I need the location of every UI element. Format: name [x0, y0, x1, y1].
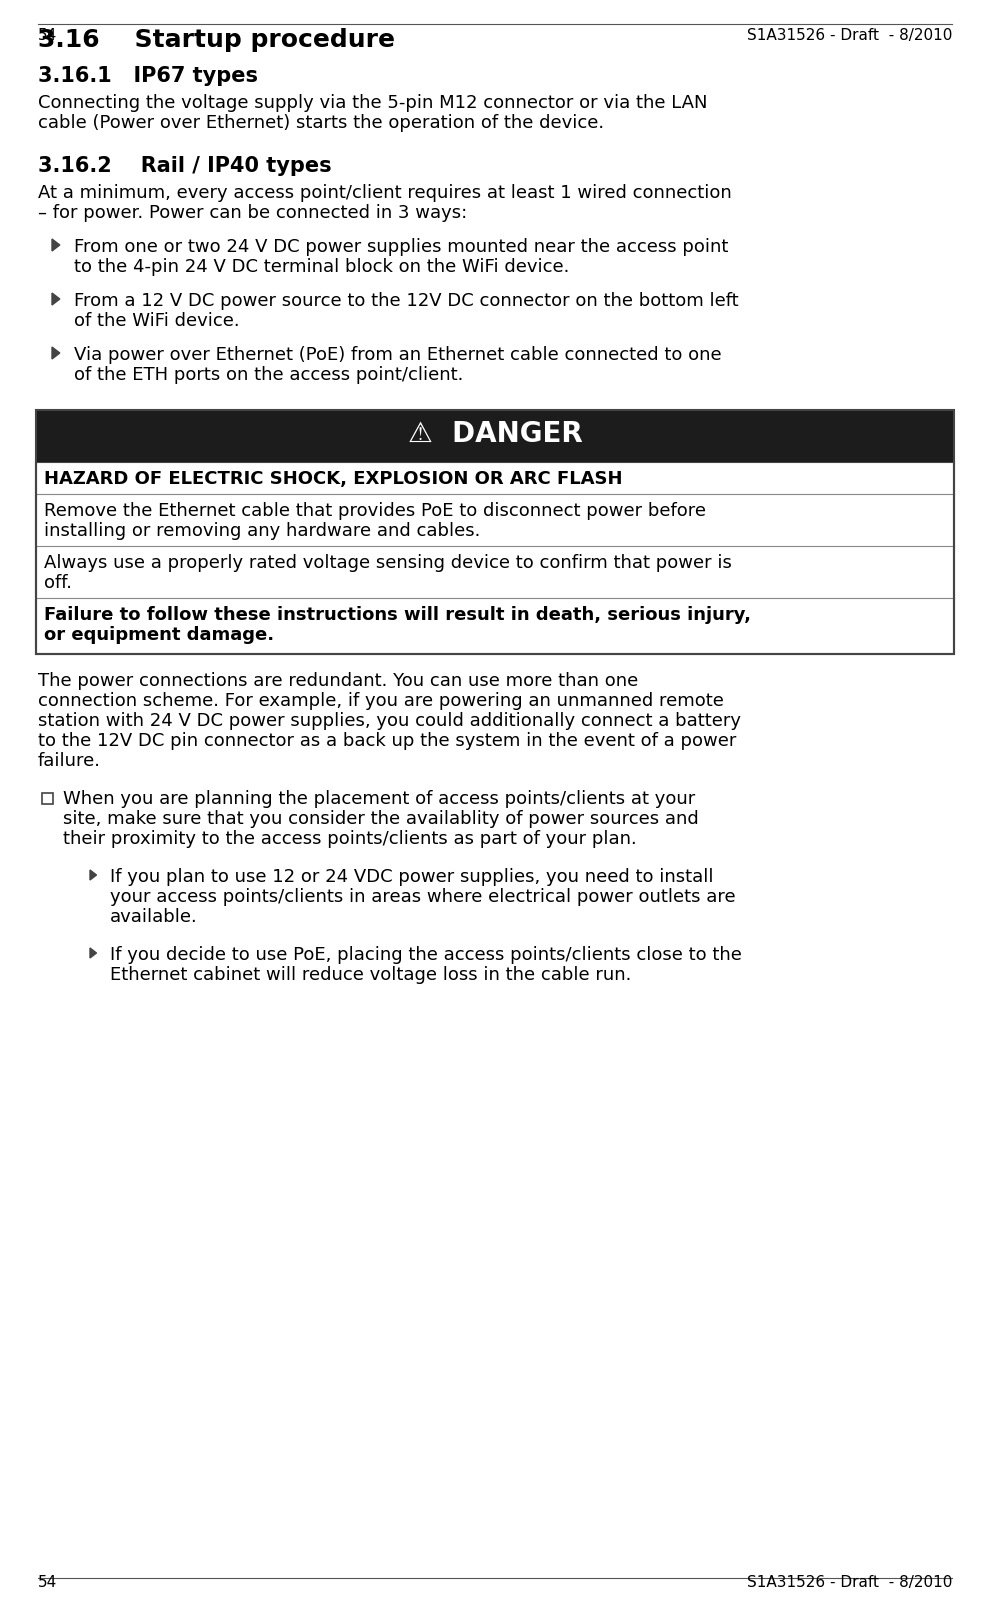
Text: If you plan to use 12 or 24 VDC power supplies, you need to install: If you plan to use 12 or 24 VDC power su… [110, 868, 714, 886]
Text: ⚠  DANGER: ⚠ DANGER [407, 420, 583, 449]
Text: HAZARD OF ELECTRIC SHOCK, EXPLOSION OR ARC FLASH: HAZARD OF ELECTRIC SHOCK, EXPLOSION OR A… [44, 470, 622, 488]
Polygon shape [52, 347, 60, 360]
Text: Remove the Ethernet cable that provides PoE to disconnect power before: Remove the Ethernet cable that provides … [44, 502, 706, 520]
Text: From one or two 24 V DC power supplies mounted near the access point: From one or two 24 V DC power supplies m… [74, 238, 729, 256]
Text: off.: off. [44, 573, 72, 591]
Text: your access points/clients in areas where electrical power outlets are: your access points/clients in areas wher… [110, 888, 736, 906]
Text: or equipment damage.: or equipment damage. [44, 625, 274, 645]
Polygon shape [90, 948, 97, 957]
Text: station with 24 V DC power supplies, you could additionally connect a battery: station with 24 V DC power supplies, you… [38, 713, 741, 731]
Text: 54: 54 [38, 1575, 57, 1589]
Text: 3.16.2    Rail / IP40 types: 3.16.2 Rail / IP40 types [38, 156, 331, 177]
FancyBboxPatch shape [36, 410, 954, 462]
Text: 3.16.1   IP67 types: 3.16.1 IP67 types [38, 66, 258, 86]
Polygon shape [90, 870, 97, 880]
Text: At a minimum, every access point/client requires at least 1 wired connection: At a minimum, every access point/client … [38, 185, 732, 202]
Text: available.: available. [110, 907, 198, 927]
Text: S1A31526 - Draft  - 8/2010: S1A31526 - Draft - 8/2010 [746, 28, 952, 44]
FancyBboxPatch shape [42, 794, 53, 804]
Text: Failure to follow these instructions will result in death, serious injury,: Failure to follow these instructions wil… [44, 606, 751, 624]
Text: Ethernet cabinet will reduce voltage loss in the cable run.: Ethernet cabinet will reduce voltage los… [110, 966, 631, 983]
Text: – for power. Power can be connected in 3 ways:: – for power. Power can be connected in 3… [38, 204, 467, 222]
Text: to the 4-pin 24 V DC terminal block on the WiFi device.: to the 4-pin 24 V DC terminal block on t… [74, 258, 569, 275]
Text: When you are planning the placement of access points/clients at your: When you are planning the placement of a… [63, 791, 695, 808]
Text: connection scheme. For example, if you are powering an unmanned remote: connection scheme. For example, if you a… [38, 692, 724, 710]
Text: The power connections are redundant. You can use more than one: The power connections are redundant. You… [38, 672, 638, 690]
Text: If you decide to use PoE, placing the access points/clients close to the: If you decide to use PoE, placing the ac… [110, 946, 741, 964]
Polygon shape [52, 293, 60, 305]
Text: to the 12V DC pin connector as a back up the system in the event of a power: to the 12V DC pin connector as a back up… [38, 732, 737, 750]
Polygon shape [52, 240, 60, 251]
Text: cable (Power over Ethernet) starts the operation of the device.: cable (Power over Ethernet) starts the o… [38, 113, 604, 131]
Text: of the ETH ports on the access point/client.: of the ETH ports on the access point/cli… [74, 366, 463, 384]
Text: their proximity to the access points/clients as part of your plan.: their proximity to the access points/cli… [63, 829, 637, 847]
Text: 54: 54 [38, 28, 57, 44]
Text: Always use a properly rated voltage sensing device to confirm that power is: Always use a properly rated voltage sens… [44, 554, 732, 572]
Text: 3.16    Startup procedure: 3.16 Startup procedure [38, 28, 395, 52]
Text: site, make sure that you consider the availablity of power sources and: site, make sure that you consider the av… [63, 810, 699, 828]
Text: Via power over Ethernet (PoE) from an Ethernet cable connected to one: Via power over Ethernet (PoE) from an Et… [74, 347, 722, 364]
Text: From a 12 V DC power source to the 12V DC connector on the bottom left: From a 12 V DC power source to the 12V D… [74, 292, 739, 309]
Text: Connecting the voltage supply via the 5-pin M12 connector or via the LAN: Connecting the voltage supply via the 5-… [38, 94, 708, 112]
Text: of the WiFi device.: of the WiFi device. [74, 313, 240, 330]
Text: S1A31526 - Draft  - 8/2010: S1A31526 - Draft - 8/2010 [746, 1575, 952, 1589]
Text: installing or removing any hardware and cables.: installing or removing any hardware and … [44, 522, 480, 539]
FancyBboxPatch shape [36, 462, 954, 654]
Text: failure.: failure. [38, 752, 101, 770]
